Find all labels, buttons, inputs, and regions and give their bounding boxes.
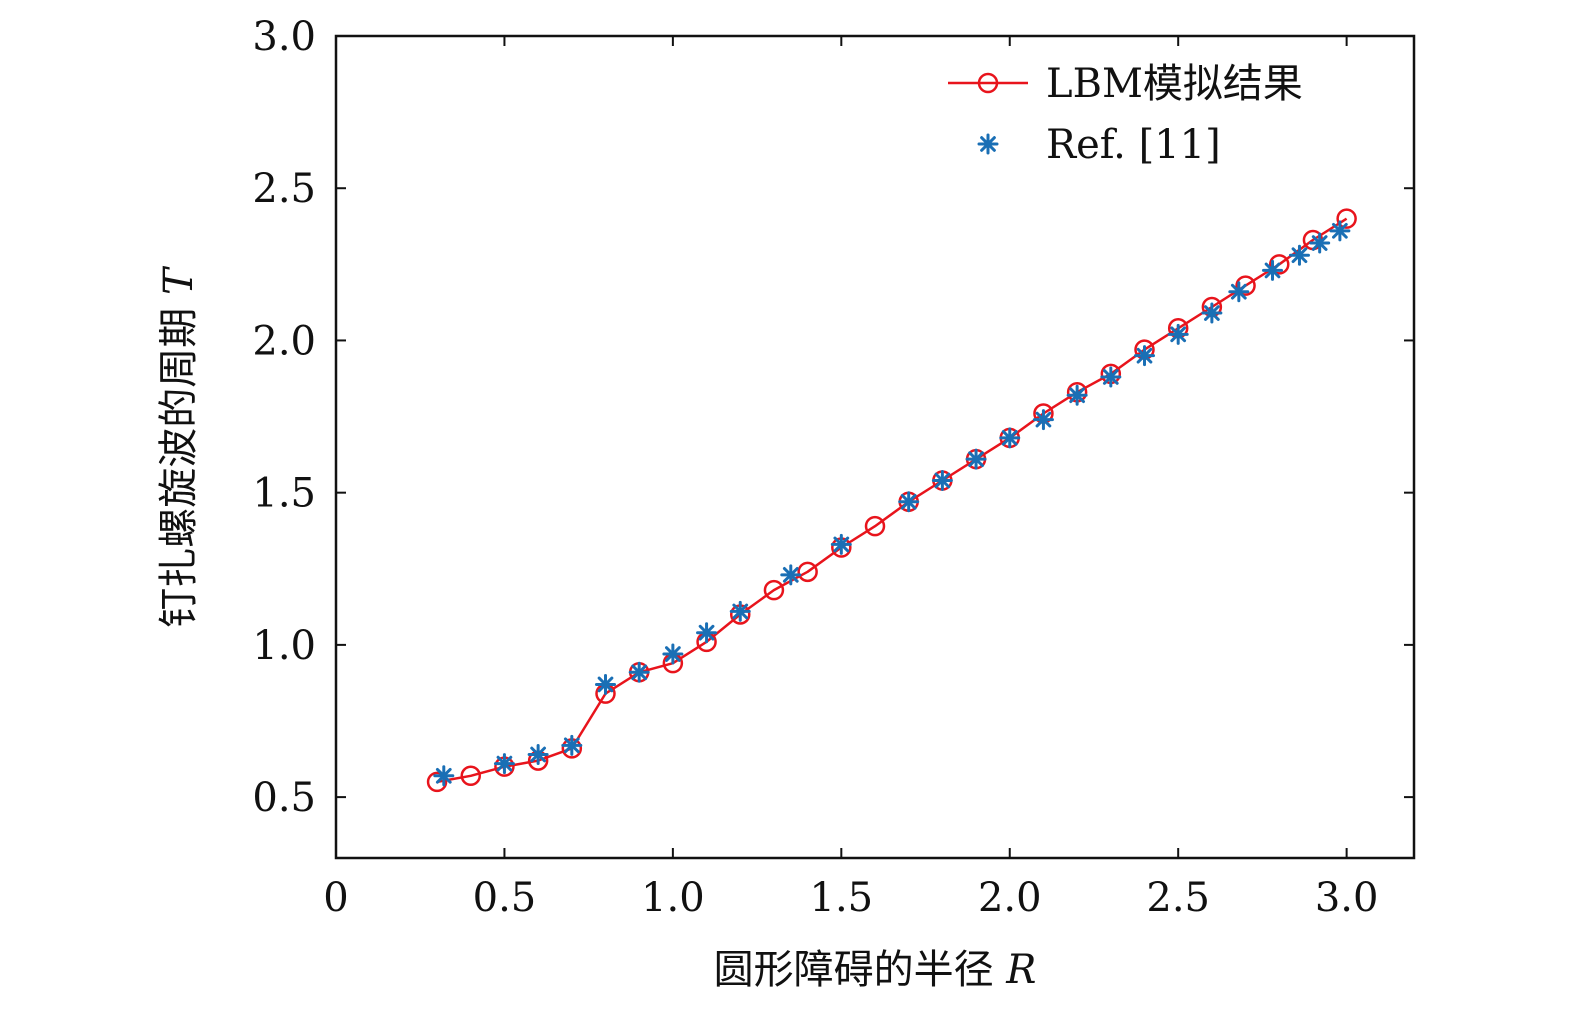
- x-axis-title: 圆形障碍的半径 R: [714, 947, 1037, 993]
- ref-point: [830, 533, 852, 555]
- ref-point: [729, 600, 751, 622]
- y-tick-label: 1.0: [252, 623, 316, 669]
- ref-point: [561, 734, 583, 756]
- axis-ticks: 0 0.5 1.0 1.5 2.0 2.5 3.0 0.5 1.0 1.5 2.0 2.5 3.0: [252, 14, 1414, 921]
- x-tick-label: 2.0: [978, 875, 1042, 921]
- lbm-point: [797, 561, 818, 583]
- data-series: [426, 208, 1357, 793]
- x-tick-label: 3.0: [1315, 875, 1379, 921]
- y-tick-label: 3.0: [252, 14, 316, 60]
- legend-label-lbm: LBM模拟结果: [1046, 61, 1303, 107]
- x-tick-label: 0.5: [473, 875, 537, 921]
- x-axis-title-text: 圆形障碍的半径: [714, 947, 994, 993]
- ref-point: [1228, 281, 1250, 303]
- ref-point: [696, 622, 718, 644]
- ref-point: [433, 765, 455, 787]
- x-axis-title-var: R: [1005, 947, 1036, 993]
- y-tick-label: 0.5: [252, 775, 316, 821]
- ref-point: [965, 448, 987, 470]
- plot-frame: [334, 34, 1416, 860]
- lbm-point: [763, 579, 785, 601]
- x-tick-label: 2.5: [1146, 875, 1210, 921]
- x-tick-label: 1.5: [810, 875, 874, 921]
- ref-point: [1288, 244, 1310, 266]
- y-axis-title: 钉扎螺旋波的周期 T: [156, 265, 202, 628]
- ref-point: [1032, 409, 1054, 431]
- ref-point: [1309, 232, 1331, 254]
- lbm-point: [426, 771, 448, 793]
- ref-point: [1329, 220, 1351, 242]
- x-tick-label: 1.0: [641, 875, 705, 921]
- legend-label-ref: Ref. [11]: [1046, 122, 1221, 168]
- legend-marker-ref: [977, 133, 999, 155]
- ref-point: [1201, 302, 1223, 324]
- ref-point: [999, 427, 1021, 449]
- ref-point: [527, 743, 549, 765]
- legend: LBM模拟结果 Ref. [11]: [948, 61, 1303, 168]
- legend-marker-lbm: [977, 72, 999, 94]
- y-axis-title-text: 钉扎螺旋波的周期: [156, 308, 202, 628]
- ref-point: [628, 661, 650, 683]
- ref-point: [780, 564, 802, 586]
- lbm-series-line: [436, 217, 1348, 784]
- legend-ref-asterisk: [977, 133, 999, 155]
- ref-point: [662, 643, 684, 665]
- y-tick-label: 2.5: [252, 166, 316, 212]
- ref-point: [931, 469, 953, 491]
- ref-point: [493, 753, 515, 775]
- y-tick-label: 2.0: [252, 318, 316, 364]
- x-tick-label: 0: [323, 875, 348, 921]
- lbm-point: [864, 515, 886, 537]
- ref-point: [1066, 384, 1088, 406]
- lbm-point: [1336, 208, 1357, 229]
- ref-point: [1100, 366, 1122, 388]
- lbm-point: [1269, 254, 1290, 275]
- ref-point: [1262, 259, 1284, 281]
- ref-point: [898, 491, 920, 513]
- ref-point: [595, 673, 616, 695]
- ref-point: [1167, 323, 1189, 345]
- lbm-point: [460, 765, 481, 787]
- y-axis-title-var: T: [156, 265, 202, 295]
- lbm-point: [1235, 275, 1256, 296]
- ref-point: [1134, 345, 1155, 367]
- y-tick-label: 1.5: [252, 471, 316, 517]
